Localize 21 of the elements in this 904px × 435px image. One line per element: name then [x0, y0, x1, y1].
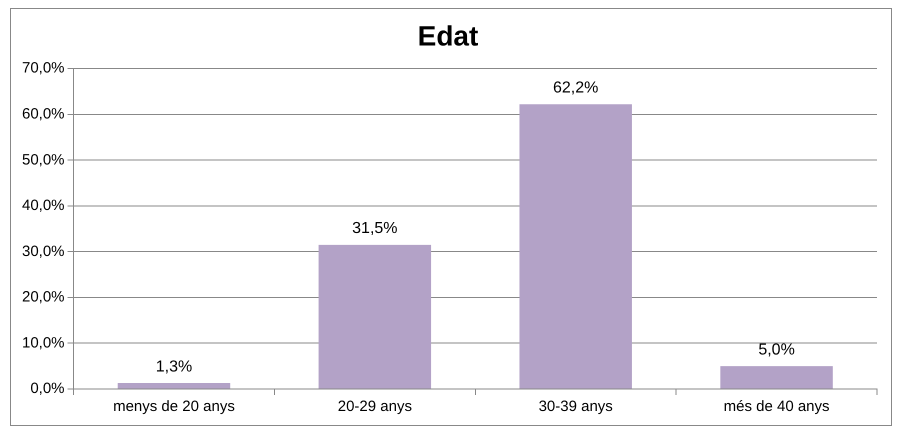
y-tick-label: 60,0% [22, 106, 65, 123]
x-tick-label: 20-29 anys [338, 398, 412, 416]
data-label: 31,5% [352, 220, 398, 238]
x-tick-label: menys de 20 anys [113, 398, 235, 416]
y-tick-label: 50,0% [22, 151, 65, 168]
y-tick-label: 40,0% [22, 197, 65, 214]
bar [118, 383, 230, 388]
chart-title: Edat [418, 20, 478, 52]
y-tick-label: 30,0% [22, 242, 65, 260]
x-tick-label: 30-39 anys [538, 398, 613, 416]
y-tick-label: 0,0% [30, 380, 65, 398]
data-label: 62,2% [553, 80, 598, 97]
bar [519, 104, 632, 388]
y-tick-label: 10,0% [22, 334, 65, 352]
x-tick-label: més de 40 anys [724, 398, 830, 416]
data-label: 1,3% [156, 358, 192, 376]
y-tick-label: 70,0% [22, 60, 65, 77]
bar [720, 366, 833, 388]
data-label: 5,0% [758, 342, 795, 359]
bar [318, 244, 432, 388]
y-tick-label: 20,0% [22, 288, 65, 306]
